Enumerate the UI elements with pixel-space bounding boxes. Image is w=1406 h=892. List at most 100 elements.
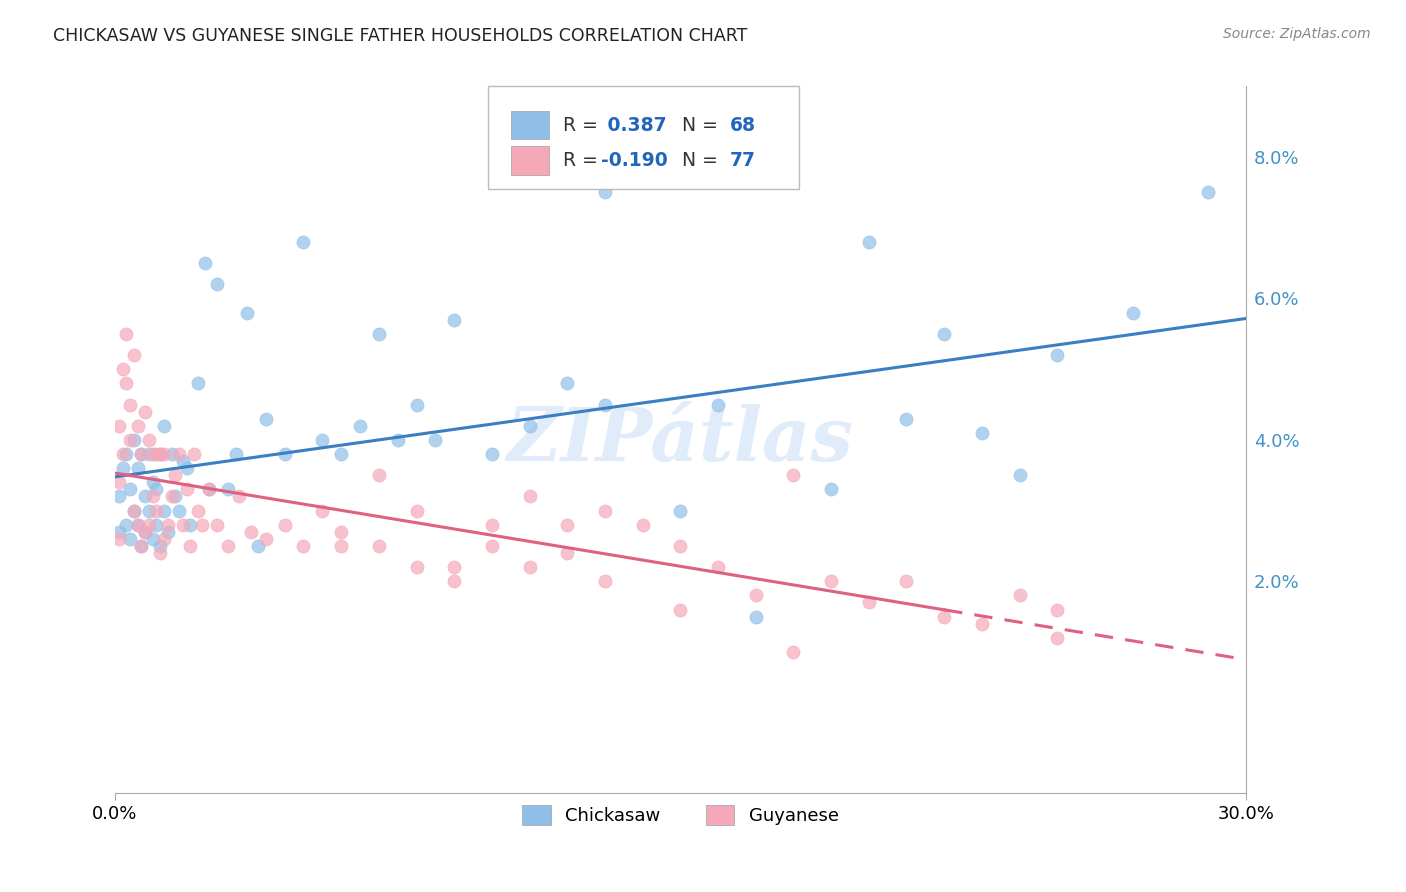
Point: [593, 503, 616, 517]
Point: [145, 517, 167, 532]
Point: [153, 503, 176, 517]
Text: ZIPátlas: ZIPátlas: [508, 403, 853, 476]
Text: CHICKASAW VS GUYANESE SINGLE FATHER HOUSEHOLDS CORRELATION CHART: CHICKASAW VS GUYANESE SINGLE FATHER HOUS…: [53, 27, 748, 45]
Point: [896, 574, 918, 589]
Point: [131, 447, 153, 461]
Point: [217, 483, 239, 497]
Point: [120, 532, 142, 546]
Point: [519, 560, 541, 574]
Point: [127, 517, 149, 532]
Point: [1046, 631, 1069, 645]
Point: [156, 517, 179, 532]
Point: [311, 503, 333, 517]
Point: [122, 348, 145, 362]
Point: [107, 490, 129, 504]
Point: [149, 447, 172, 461]
Point: [519, 490, 541, 504]
Point: [387, 433, 409, 447]
Point: [115, 326, 138, 341]
Point: [593, 397, 616, 411]
Point: [481, 517, 503, 532]
Point: [820, 574, 842, 589]
Point: [131, 539, 153, 553]
Point: [145, 447, 167, 461]
Text: Source: ZipAtlas.com: Source: ZipAtlas.com: [1223, 27, 1371, 41]
Point: [138, 517, 160, 532]
Point: [443, 312, 465, 326]
Point: [120, 397, 142, 411]
Point: [115, 447, 138, 461]
Point: [149, 539, 172, 553]
Point: [115, 376, 138, 391]
Point: [111, 362, 134, 376]
Point: [138, 447, 160, 461]
Point: [311, 433, 333, 447]
Point: [190, 517, 212, 532]
Point: [107, 524, 129, 539]
Point: [254, 411, 277, 425]
Point: [176, 461, 198, 475]
Point: [149, 546, 172, 560]
Point: [405, 560, 427, 574]
Point: [782, 645, 804, 659]
Point: [934, 326, 956, 341]
Point: [134, 404, 156, 418]
Point: [405, 503, 427, 517]
Point: [254, 532, 277, 546]
Point: [443, 560, 465, 574]
Point: [194, 256, 217, 270]
Point: [970, 425, 993, 440]
Point: [1046, 602, 1069, 616]
Point: [145, 483, 167, 497]
Point: [179, 539, 201, 553]
Point: [122, 503, 145, 517]
Point: [153, 532, 176, 546]
Point: [165, 490, 187, 504]
Text: 0.387: 0.387: [602, 116, 666, 135]
Point: [555, 376, 578, 391]
Point: [669, 539, 692, 553]
Point: [142, 475, 165, 490]
Point: [179, 517, 201, 532]
Point: [225, 447, 247, 461]
Point: [425, 433, 447, 447]
Point: [134, 490, 156, 504]
Point: [1197, 186, 1219, 200]
Point: [111, 461, 134, 475]
Point: [273, 447, 295, 461]
Point: [142, 490, 165, 504]
Point: [217, 539, 239, 553]
Point: [107, 532, 129, 546]
Point: [820, 483, 842, 497]
Point: [236, 305, 259, 319]
Point: [131, 447, 153, 461]
Text: R =: R =: [562, 116, 603, 135]
Point: [176, 483, 198, 497]
Point: [896, 411, 918, 425]
Point: [593, 574, 616, 589]
Point: [153, 418, 176, 433]
Point: [330, 447, 353, 461]
Point: [131, 539, 153, 553]
Point: [934, 609, 956, 624]
Point: [292, 539, 315, 553]
Point: [669, 602, 692, 616]
Point: [142, 447, 165, 461]
Point: [134, 524, 156, 539]
Point: [367, 468, 389, 483]
Point: [115, 517, 138, 532]
Point: [127, 461, 149, 475]
Point: [858, 595, 880, 609]
Point: [145, 503, 167, 517]
Point: [555, 546, 578, 560]
Point: [172, 517, 194, 532]
Point: [120, 483, 142, 497]
Point: [165, 468, 187, 483]
Point: [187, 376, 209, 391]
Point: [1008, 588, 1031, 602]
Point: [292, 235, 315, 249]
Point: [120, 433, 142, 447]
Bar: [510, 146, 550, 175]
Point: [481, 447, 503, 461]
Point: [127, 418, 149, 433]
